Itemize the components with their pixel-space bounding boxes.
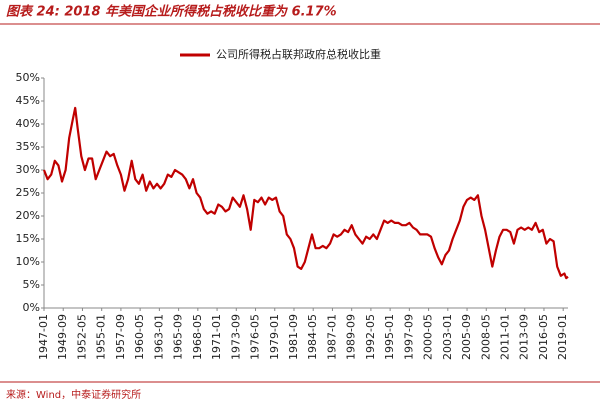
x-tick-label: 1995-01 [383, 314, 396, 360]
y-tick-label: 25% [16, 186, 40, 199]
y-tick-label: 20% [16, 209, 40, 222]
y-tick-label: 50% [16, 71, 40, 84]
y-tick-label: 40% [16, 117, 40, 130]
x-tick-label: 1984-05 [306, 314, 319, 360]
x-tick-label: 1963-01 [152, 314, 165, 360]
x-tick-label: 2008-05 [479, 314, 492, 360]
y-tick-label: 30% [16, 163, 40, 176]
x-tick-label: 1965-09 [172, 314, 185, 360]
x-tick-label: 1947-01 [37, 314, 50, 360]
x-tick-label: 1987-01 [325, 314, 338, 360]
x-tick-label: 2016-05 [537, 314, 550, 360]
x-tick-label: 1957-09 [114, 314, 127, 360]
y-tick-label: 5% [23, 278, 40, 291]
x-tick-label: 1949-09 [56, 314, 69, 360]
x-tick-label: 2005-09 [460, 314, 473, 360]
x-tick-label: 2003-01 [441, 314, 454, 360]
legend-label: 公司所得税占联邦政府总税收比重 [216, 47, 381, 61]
y-tick-label: 35% [16, 140, 40, 153]
x-tick-label: 1981-09 [287, 314, 300, 360]
chart-title: 图表 24: 2018 年美国企业所得税占税收比重为 6.17% [6, 4, 337, 20]
x-tick-label: 2019-01 [556, 314, 569, 360]
series-line [42, 106, 569, 280]
x-tick-label: 1973-09 [229, 314, 242, 360]
x-tick-label: 1960-05 [133, 314, 146, 360]
x-tick-label: 1979-01 [268, 314, 281, 360]
x-tick-label: 1976-05 [249, 314, 262, 360]
x-tick-label: 2013-09 [518, 314, 531, 360]
y-tick-label: 10% [16, 255, 40, 268]
x-tick-label: 1955-01 [95, 314, 108, 360]
x-tick-label: 2000-05 [422, 314, 435, 360]
x-tick-label: 1997-09 [402, 314, 415, 360]
x-tick-label: 1989-09 [345, 314, 358, 360]
source: 来源：Wind，中泰证券研究所 [6, 388, 141, 401]
y-tick-label: 45% [16, 94, 40, 107]
x-tick-label: 2011-01 [499, 314, 512, 360]
x-tick-label: 1992-05 [364, 314, 377, 360]
x-tick-label: 1971-01 [210, 314, 223, 360]
y-tick-label: 15% [16, 232, 40, 245]
x-tick-label: 1968-05 [191, 314, 204, 360]
y-tick-label: 0% [23, 301, 40, 314]
x-tick-label: 1952-05 [75, 314, 88, 360]
